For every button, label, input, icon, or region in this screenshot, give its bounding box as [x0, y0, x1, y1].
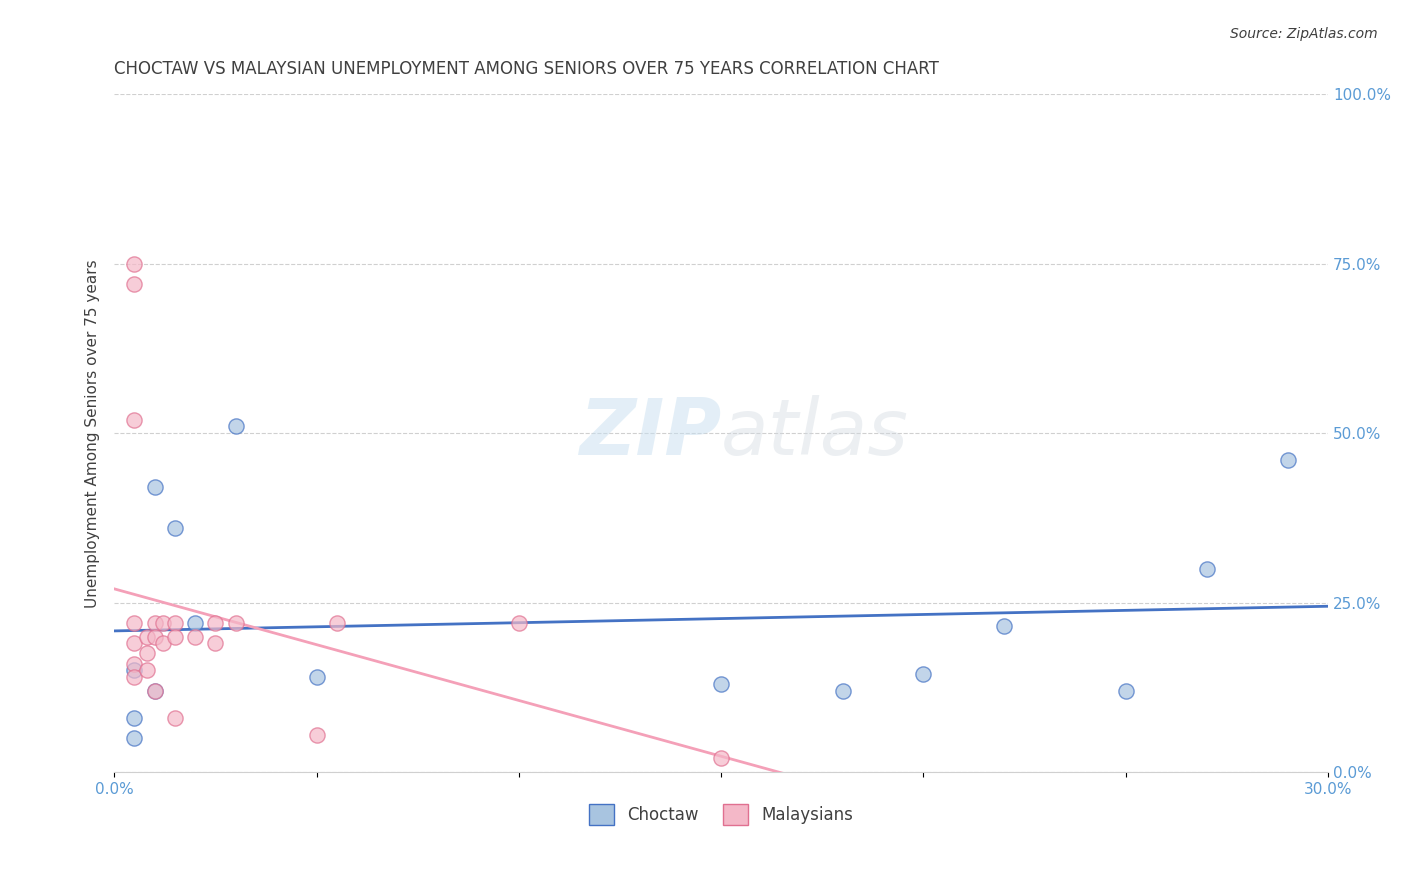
Point	[124, 664, 146, 678]
Point	[326, 615, 349, 630]
Text: atlas: atlas	[721, 395, 910, 471]
Point	[124, 670, 146, 684]
Legend: Choctaw, Malaysians: Choctaw, Malaysians	[582, 797, 860, 831]
Point	[124, 636, 146, 650]
Y-axis label: Unemployment Among Seniors over 75 years: Unemployment Among Seniors over 75 years	[86, 259, 100, 607]
Point	[152, 636, 174, 650]
Point	[1195, 562, 1218, 576]
Point	[831, 683, 853, 698]
Point	[135, 630, 157, 644]
Point	[143, 630, 166, 644]
Point	[204, 636, 226, 650]
Text: CHOCTAW VS MALAYSIAN UNEMPLOYMENT AMONG SENIORS OVER 75 YEARS CORRELATION CHART: CHOCTAW VS MALAYSIAN UNEMPLOYMENT AMONG …	[114, 60, 939, 78]
Point	[124, 711, 146, 725]
Point	[1277, 453, 1299, 467]
Point	[124, 615, 146, 630]
Point	[143, 480, 166, 494]
Point	[143, 683, 166, 698]
Point	[124, 731, 146, 746]
Text: Source: ZipAtlas.com: Source: ZipAtlas.com	[1230, 27, 1378, 41]
Point	[124, 413, 146, 427]
Point	[124, 657, 146, 671]
Point	[163, 615, 186, 630]
Point	[124, 257, 146, 271]
Point	[184, 615, 207, 630]
Point	[135, 664, 157, 678]
Point	[1115, 683, 1137, 698]
Point	[225, 419, 247, 434]
Point	[143, 683, 166, 698]
Point	[993, 619, 1015, 633]
Text: ZIP: ZIP	[579, 395, 721, 471]
Point	[508, 615, 530, 630]
Point	[710, 677, 733, 691]
Point	[305, 728, 328, 742]
Point	[143, 615, 166, 630]
Point	[225, 615, 247, 630]
Point	[152, 615, 174, 630]
Point	[184, 630, 207, 644]
Point	[163, 521, 186, 535]
Point	[912, 666, 935, 681]
Point	[135, 647, 157, 661]
Point	[710, 751, 733, 765]
Point	[163, 711, 186, 725]
Point	[204, 615, 226, 630]
Point	[124, 277, 146, 292]
Point	[163, 630, 186, 644]
Point	[305, 670, 328, 684]
